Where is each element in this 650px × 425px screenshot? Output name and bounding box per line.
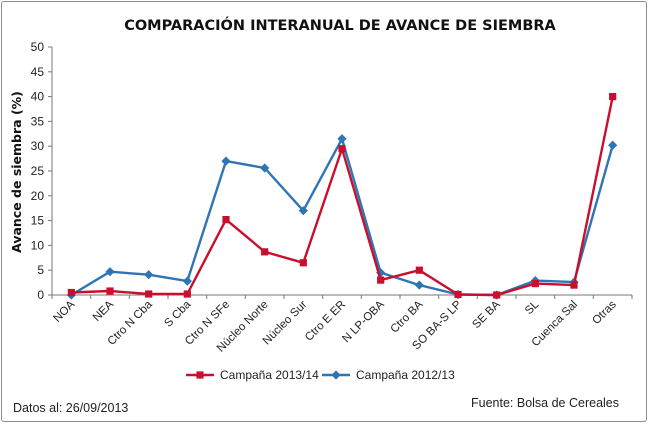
data-point [145,290,153,298]
chart-title: COMPARACIÓN INTERANUAL DE AVANCE DE SIEM… [124,16,556,34]
data-point [261,248,269,256]
data-point [182,276,192,286]
x-tick-label: SE BA [470,298,503,331]
legend-label: Campaña 2012/13 [356,368,455,382]
y-tick-label: 20 [31,189,45,203]
data-point [298,206,308,216]
y-tick-label: 10 [31,238,45,252]
y-axis-label: Avance de siembra (%) [9,91,24,253]
data-point [337,134,347,144]
y-tick-label: 40 [31,90,45,104]
series-group [66,93,618,300]
y-ticks: 0 5 10 15 20 25 30 35 40 45 50 [31,40,52,302]
y-tick-label: 25 [31,164,45,178]
data-point [415,266,423,274]
y-tick-label: 30 [31,139,45,153]
series-line [70,137,614,297]
data-point [531,279,539,288]
x-tick-label: S Cba [162,298,194,330]
data-point [493,291,501,299]
data-point [222,216,230,224]
y-tick-label: 35 [31,114,45,128]
data-point [67,288,75,297]
y-tick-label: 45 [31,65,45,79]
legend: Campaña 2013/14 Campaña 2012/13 [186,368,455,382]
data-point [221,156,231,166]
data-point [609,93,617,101]
x-tick-label: N LP-OBA [340,298,387,345]
legend-marker [331,370,341,380]
y-tick-label: 5 [37,263,44,277]
x-tick-label: NEA [91,298,116,323]
data-point [144,270,154,280]
data-point [377,276,385,284]
legend-label: Campaña 2013/14 [220,368,319,382]
y-tick-label: 15 [31,214,45,228]
data-point [299,259,307,267]
data-point [260,163,270,173]
data-point [183,290,191,298]
data-point [454,290,462,299]
y-tick-label: 0 [37,288,44,302]
data-point [608,140,618,150]
x-tick-label: Ctro BA [388,298,425,335]
x-tick-label: NOA [51,298,77,324]
x-tick-label: Otras [590,298,619,327]
footer-source: Fuente: Bolsa de Cereales [471,396,620,410]
series-line [71,96,614,297]
data-point [570,281,578,289]
data-point [414,280,424,290]
footer-date: Datos al: 26/09/2013 [13,401,129,415]
y-tick-label: 50 [31,40,45,54]
x-tick-label: SL [523,298,542,317]
legend-marker [196,371,204,379]
data-point [338,145,346,153]
data-point [106,287,114,295]
data-point [105,267,115,277]
axes [51,47,632,296]
